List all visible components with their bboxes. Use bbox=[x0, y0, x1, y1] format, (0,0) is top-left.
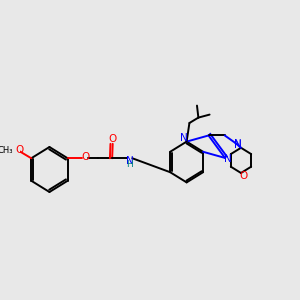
Text: N: N bbox=[180, 133, 188, 143]
Text: O: O bbox=[81, 152, 90, 162]
Text: O: O bbox=[109, 134, 117, 144]
Text: N: N bbox=[234, 139, 242, 148]
Text: O: O bbox=[240, 171, 248, 181]
Text: N: N bbox=[234, 140, 242, 150]
Text: CH₃: CH₃ bbox=[0, 146, 13, 155]
Text: N: N bbox=[126, 156, 134, 166]
Text: H: H bbox=[126, 160, 133, 169]
Text: O: O bbox=[15, 145, 24, 155]
Text: N: N bbox=[224, 154, 232, 164]
